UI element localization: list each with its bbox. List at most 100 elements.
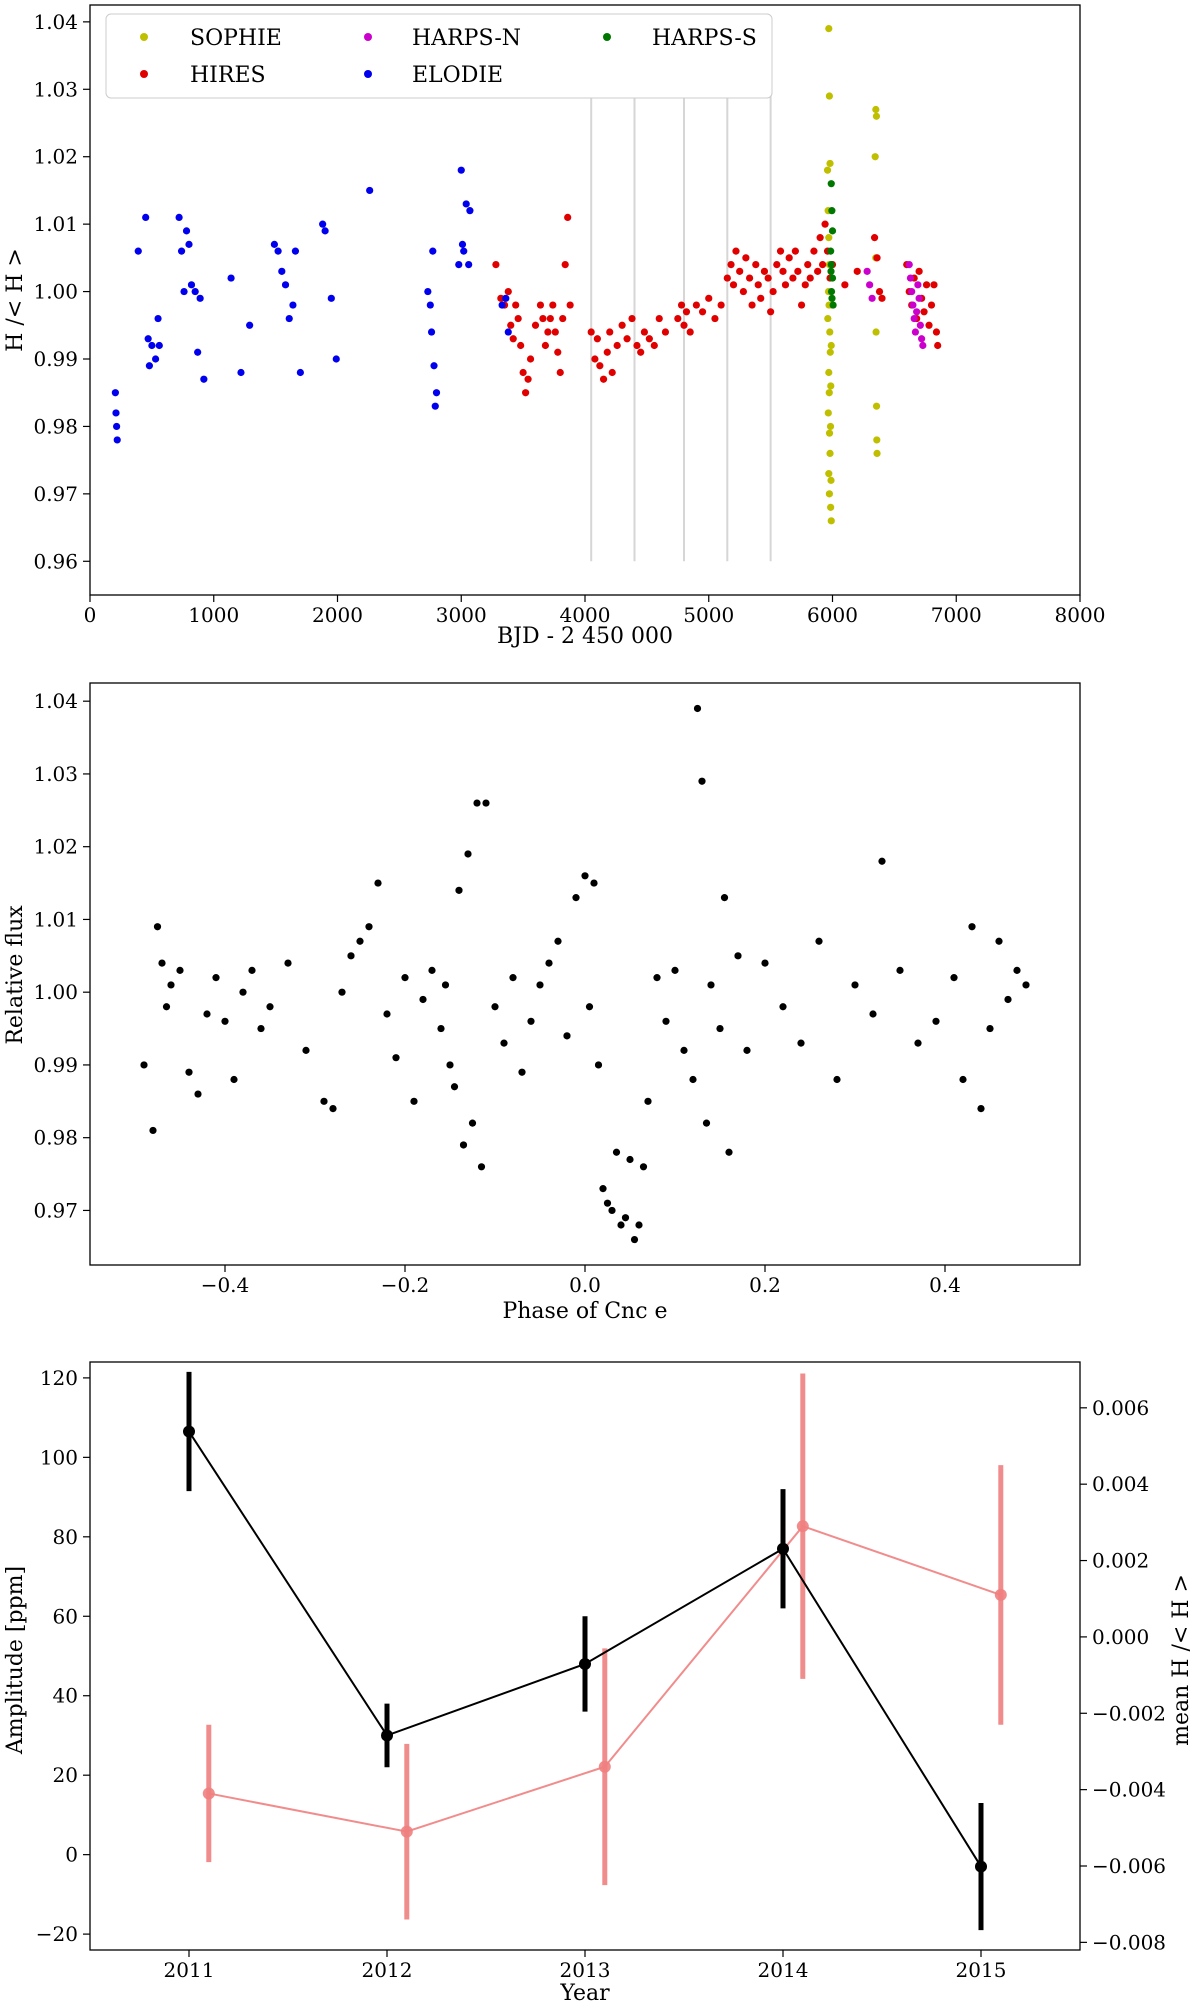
data-point-sophie: [826, 328, 834, 336]
data-point: [959, 1075, 967, 1084]
data-point-elodie: [285, 314, 293, 323]
data-point-hires: [819, 261, 827, 269]
data-point-elodie: [144, 335, 152, 343]
data-point-hires: [779, 267, 787, 275]
data-point-elodie: [270, 240, 278, 248]
data-point: [734, 952, 742, 960]
data-point-sophie: [872, 112, 881, 120]
data-point: [149, 1126, 157, 1135]
data-point: [608, 1206, 616, 1215]
data-point-elodie: [274, 247, 282, 255]
legend: SOPHIE HIRES HARPS-N ELODIE HARPS-S: [105, 13, 773, 99]
data-point-elodie: [327, 294, 335, 302]
data-point-hires: [742, 254, 750, 262]
data-point-hires: [608, 368, 616, 377]
data-point-elodie: [111, 389, 119, 397]
data-point-hires: [539, 314, 547, 323]
data-point: [986, 1024, 994, 1033]
data-point: [185, 1068, 193, 1076]
data-point-sophie: [825, 92, 834, 100]
data-point-hires: [925, 321, 933, 329]
data-point-harps-n: [915, 294, 923, 302]
data-point-hires: [915, 267, 923, 275]
data-point: [320, 1097, 328, 1105]
y-tick-label-right: 0.000: [1092, 1625, 1149, 1649]
data-point: [140, 1061, 148, 1069]
data-point: [626, 1155, 634, 1164]
data-point-hires: [637, 348, 645, 356]
data-point: [1004, 995, 1012, 1004]
data-point-sophie: [872, 105, 880, 114]
data-point: [720, 894, 729, 902]
data-point: [594, 1061, 603, 1069]
x-tick-label: 2000: [312, 603, 363, 627]
data-point-hires: [922, 281, 931, 289]
x-tick-label: 0.4: [929, 1273, 961, 1297]
data-point: [761, 959, 769, 967]
data-point-hires: [853, 267, 861, 275]
data-point-elodie: [504, 328, 512, 336]
data-point: [932, 1017, 940, 1025]
data-point: [914, 1039, 922, 1047]
data-point: [400, 1825, 413, 1838]
y-tick-label: 1.00: [33, 280, 78, 304]
data-point-hires: [804, 261, 812, 269]
x-tick-label: 1000: [188, 603, 239, 627]
data-point: [202, 1787, 215, 1800]
data-point-hires: [566, 301, 574, 309]
data-point-hires: [873, 254, 881, 262]
data-point: [612, 1148, 621, 1156]
data-point-elodie: [145, 362, 153, 370]
data-point-hires: [628, 314, 636, 323]
data-point-hires: [757, 294, 765, 302]
data-point-hires: [732, 247, 740, 255]
data-point: [579, 1657, 591, 1670]
data-point-sophie: [825, 470, 833, 478]
data-point-elodie: [431, 402, 439, 410]
data-point: [1022, 981, 1030, 989]
data-point-sophie: [825, 368, 833, 377]
data-point-hires: [677, 301, 686, 309]
data-point-elodie: [426, 301, 434, 309]
y-axis-label: Relative flux: [3, 905, 28, 1045]
data-point-harps-n: [908, 287, 916, 296]
x-axis-label: Year: [559, 1981, 610, 2006]
x-tick-label: −0.2: [381, 1273, 430, 1297]
data-point-harps-n: [866, 281, 874, 289]
data-point: [153, 923, 162, 931]
legend-label-harps-n: HARPS-N: [412, 26, 521, 51]
y-tick-label-right: −0.006: [1092, 1854, 1166, 1878]
data-point: [365, 923, 373, 931]
x-tick-label: 2012: [362, 1958, 413, 1982]
data-point: [689, 1075, 697, 1084]
data-point-hires: [698, 308, 707, 316]
data-point: [347, 952, 355, 960]
y-tick-label: 20: [53, 1763, 78, 1787]
data-point: [383, 1010, 391, 1018]
data-point: [356, 937, 364, 945]
data-point: [212, 974, 220, 982]
data-point: [428, 966, 436, 974]
y-tick-label: 1.01: [33, 907, 78, 931]
data-point-harps-s: [827, 267, 835, 275]
data-point-sophie: [872, 328, 880, 336]
data-point: [630, 1235, 639, 1244]
data-point-harps-s: [828, 227, 837, 235]
data-point-hires: [927, 301, 936, 309]
data-point: [598, 1760, 611, 1773]
data-point: [176, 966, 184, 974]
data-point-elodie: [134, 247, 142, 255]
data-point-hires: [816, 234, 824, 242]
data-point: [230, 1075, 238, 1084]
data-point-hires: [680, 321, 688, 329]
data-point: [410, 1097, 418, 1105]
data-point-hires: [748, 301, 756, 309]
data-point-harps-s: [827, 180, 835, 188]
data-point: [639, 1163, 648, 1171]
y-axis-label: Amplitude [ppm]: [3, 1566, 28, 1755]
data-point-hires: [821, 220, 829, 228]
data-point-hires: [526, 355, 535, 363]
data-point-sophie: [873, 436, 881, 444]
data-point-elodie: [455, 261, 463, 269]
data-point: [603, 1199, 612, 1207]
